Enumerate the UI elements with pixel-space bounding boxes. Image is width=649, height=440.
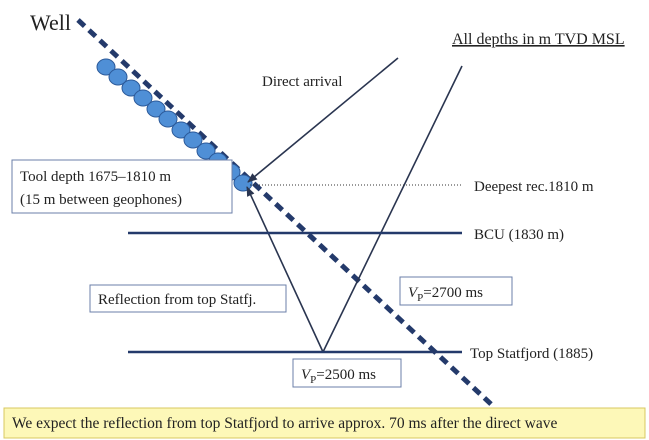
- text-part: V: [408, 285, 419, 301]
- well-path: [76, 18, 494, 407]
- reflection-label: Reflection from top Statfj.: [98, 292, 256, 308]
- footer-text: We expect the reflection from top Statfj…: [12, 415, 557, 432]
- direct-arrival-label: Direct arrival: [262, 74, 342, 90]
- depth-note: All depths in m TVD MSL: [452, 31, 625, 48]
- vp-lower-label: VP=2500 ms: [301, 367, 376, 386]
- deepest-receiver-label: Deepest rec.1810 m: [474, 179, 594, 195]
- tool-depth-box: [11, 159, 233, 214]
- text-part: =2700 ms: [423, 285, 483, 301]
- well-label: Well: [30, 10, 71, 35]
- top-statfjord-label: Top Statfjord (1885): [470, 346, 593, 362]
- tool-depth-line1: Tool depth 1675–1810 m: [20, 169, 171, 185]
- direct-arrival-ray: [247, 57, 399, 183]
- text-part: P: [310, 374, 316, 386]
- reflected-ray: [246, 186, 324, 353]
- incident-ray: [322, 65, 463, 353]
- text-part: V: [301, 367, 312, 383]
- vp-upper-box: [399, 276, 513, 306]
- tool-depth-line2: (15 m between geophones): [20, 192, 182, 208]
- footer-box: [3, 407, 646, 439]
- text-part: P: [417, 292, 423, 304]
- bcu-label: BCU (1830 m): [474, 227, 564, 243]
- vp-upper-label: VP=2700 ms: [408, 285, 483, 304]
- vp-lower-box: [292, 358, 402, 388]
- text-part: =2500 ms: [316, 367, 376, 383]
- reflection-box: [89, 284, 287, 313]
